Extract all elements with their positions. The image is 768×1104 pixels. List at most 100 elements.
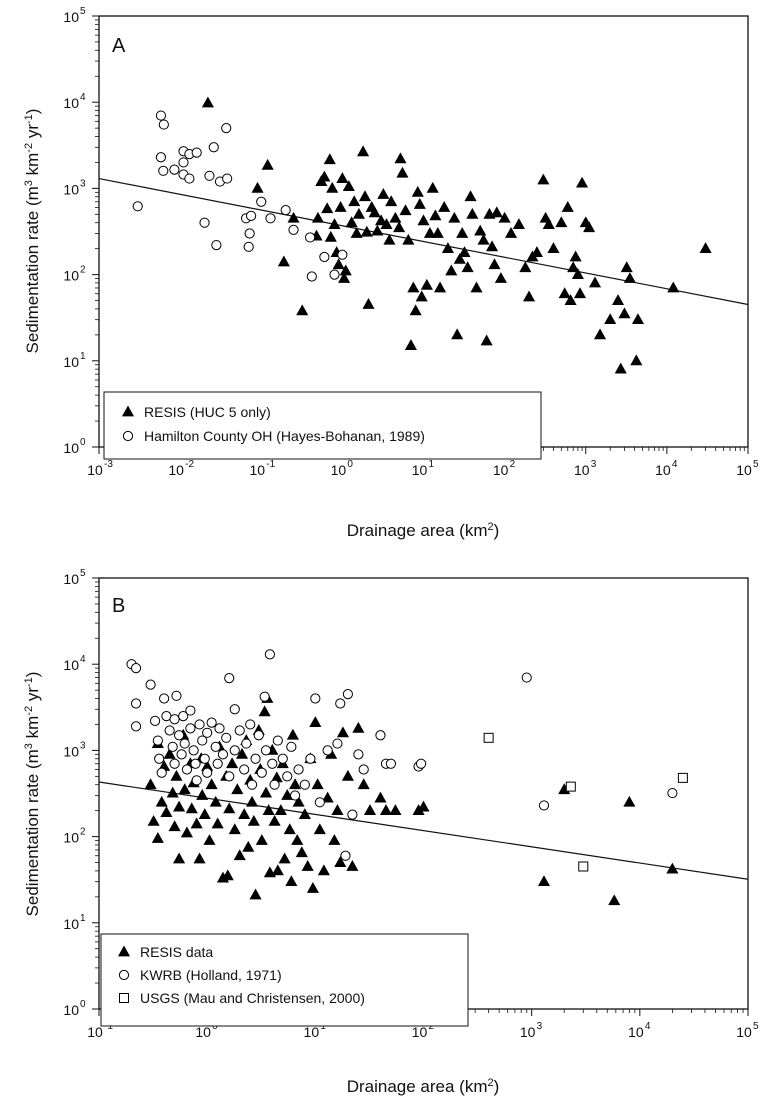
data-point-circle: [179, 738, 190, 749]
data-point-triangle: [242, 840, 255, 852]
data-point-circle: [156, 767, 167, 778]
x-tick-label: 10: [87, 1024, 103, 1040]
data-point-circle: [202, 767, 213, 778]
data-point-circle: [149, 715, 161, 726]
data-point-triangle: [423, 226, 436, 238]
data-point-circle: [234, 725, 245, 736]
y-tick-label-exponent: 2: [80, 827, 86, 838]
data-point-triangle: [456, 226, 469, 238]
data-point-triangle: [173, 800, 186, 812]
data-point-triangle: [334, 201, 347, 212]
data-point-triangle: [573, 287, 587, 299]
data-point-triangle: [512, 218, 525, 230]
data-point-triangle: [379, 804, 393, 816]
x-axis-label-part: Drainage area (km: [347, 1077, 488, 1096]
data-point-triangle: [571, 268, 584, 279]
y-tick-label: 10: [63, 9, 79, 25]
data-point-triangle: [246, 795, 259, 807]
data-point-triangle: [144, 778, 157, 790]
x-tick-label: 10: [520, 1024, 536, 1040]
x-axis-label-part: ): [494, 521, 500, 540]
y-axis-label-part: -2: [23, 706, 35, 716]
data-point-triangle: [620, 261, 633, 273]
data-point-circle: [197, 735, 208, 746]
y-tick-label-exponent: 0: [80, 999, 86, 1010]
data-point-circle: [521, 672, 532, 683]
data-point-circle: [667, 787, 678, 799]
data-point-circle: [259, 691, 270, 702]
x-tick-label: 10: [168, 462, 184, 478]
data-point-circle: [224, 771, 235, 782]
data-point-circle: [169, 714, 180, 725]
y-tick-label: 10: [63, 440, 79, 456]
x-tick-label: 10: [412, 462, 428, 478]
data-point-triangle: [569, 250, 582, 262]
y-tick-label-exponent: 4: [80, 92, 86, 103]
legend-label: USGS (Mau and Christensen, 2000): [140, 990, 365, 1006]
data-point-circle: [224, 672, 235, 684]
data-point-triangle: [618, 307, 631, 319]
data-point-circle: [245, 719, 256, 730]
data-point-triangle: [411, 185, 424, 197]
data-point-circle: [269, 779, 280, 790]
data-point-triangle: [614, 362, 627, 374]
legend-label: KWRB (Holland, 1971): [140, 967, 282, 983]
data-point-circle: [130, 698, 142, 709]
y-tick-label: 10: [63, 571, 79, 587]
data-point-circle: [306, 271, 317, 282]
data-point-triangle: [623, 272, 636, 283]
data-point-circle: [130, 721, 142, 732]
legend-marker-triangle: [117, 945, 131, 957]
data-point-triangle: [287, 211, 300, 223]
data-point-triangle: [564, 294, 577, 305]
data-point-triangle: [699, 242, 712, 254]
data-point-triangle: [166, 786, 179, 798]
data-point-triangle: [258, 705, 271, 717]
data-point-circle: [304, 232, 316, 243]
data-point-circle: [130, 663, 142, 674]
series-open-circle: [132, 110, 348, 282]
series-triangle: [201, 96, 712, 374]
x-axis-label-part: 2: [487, 1077, 493, 1089]
data-point-triangle: [326, 181, 339, 193]
data-point-triangle: [389, 211, 402, 223]
data-point-circle: [289, 790, 301, 801]
data-point-triangle: [368, 206, 381, 218]
legend: RESIS (HUC 5 only) Hamilton County OH (H…: [103, 391, 542, 460]
data-point-circle: [288, 224, 299, 236]
data-point-triangle: [203, 834, 216, 845]
data-point-circle: [208, 142, 219, 153]
data-point-triangle: [357, 145, 370, 157]
y-tick-label: 10: [63, 354, 79, 370]
data-point-triangle: [336, 726, 349, 738]
data-point-triangle: [522, 290, 536, 302]
x-tick-label-exponent: 0: [347, 459, 353, 470]
data-point-circle: [538, 800, 550, 811]
data-point-circle: [385, 758, 397, 769]
data-point-triangle: [226, 757, 239, 769]
data-point-circle: [211, 239, 222, 251]
data-point-circle: [167, 741, 178, 752]
data-point-circle: [256, 196, 267, 207]
data-point-circle: [322, 745, 333, 756]
data-point-triangle: [231, 783, 244, 795]
legend-label: RESIS (HUC 5 only): [144, 404, 271, 420]
data-point-circle: [188, 745, 199, 756]
data-point-circle: [358, 764, 369, 775]
data-point-circle: [293, 764, 304, 775]
data-point-circle: [250, 753, 261, 764]
y-tick-label: 10: [63, 830, 79, 846]
data-point-circle: [243, 241, 254, 252]
data-point-triangle: [238, 808, 251, 819]
data-point-triangle: [431, 226, 444, 238]
data-point-triangle: [348, 195, 361, 207]
x-tick-label: 10: [736, 462, 752, 478]
data-point-triangle: [413, 198, 426, 209]
data-point-triangle: [190, 817, 203, 829]
x-tick-label: 10: [87, 462, 103, 478]
data-point-triangle: [235, 747, 249, 759]
x-axis-label-part: Drainage area (km: [347, 521, 488, 540]
data-point-triangle: [313, 823, 326, 835]
data-point-triangle: [317, 864, 330, 876]
